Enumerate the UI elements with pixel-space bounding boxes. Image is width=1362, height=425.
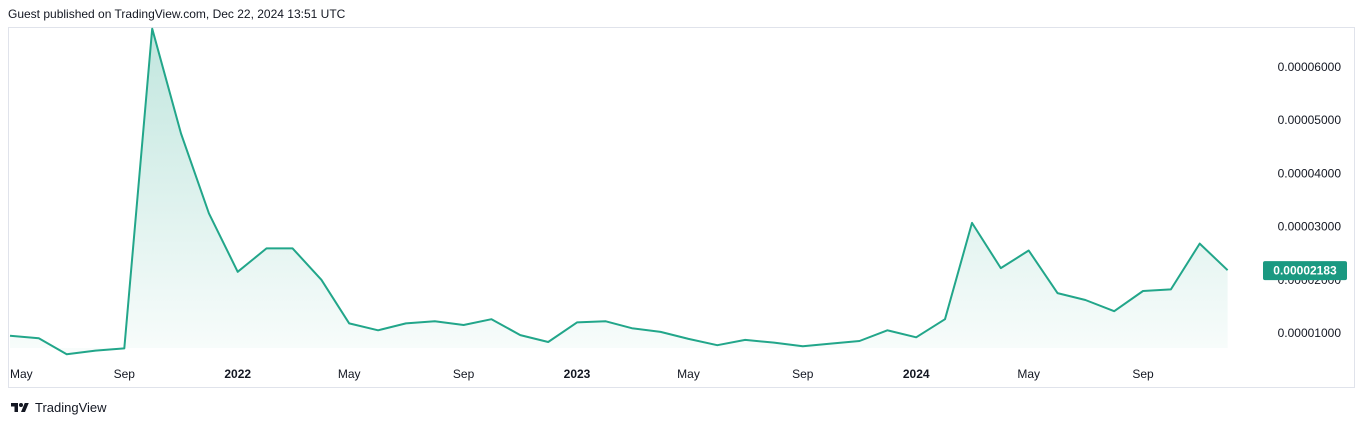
tradingview-logo-icon xyxy=(11,402,29,412)
data-point xyxy=(207,211,211,215)
x-tick-label: 2024 xyxy=(903,367,930,381)
publish-info: Guest published on TradingView.com, Dec … xyxy=(8,7,346,21)
x-tick-label: 2022 xyxy=(224,367,251,381)
data-point xyxy=(687,337,691,341)
chart-frame xyxy=(8,27,1355,388)
y-tick-label: 0.00005000 xyxy=(1278,113,1342,127)
data-point xyxy=(885,328,889,332)
x-tick-label: May xyxy=(338,367,361,381)
data-point xyxy=(970,221,974,225)
data-point xyxy=(1083,298,1087,302)
y-tick-label: 0.00004000 xyxy=(1278,166,1342,180)
data-point xyxy=(604,319,608,323)
data-point xyxy=(65,352,69,356)
data-point xyxy=(376,328,380,332)
data-point xyxy=(122,346,126,350)
data-point xyxy=(179,132,183,136)
data-point xyxy=(347,321,351,325)
last-price-label: 0.00002183 xyxy=(1263,261,1347,281)
data-point xyxy=(801,344,805,348)
data-point xyxy=(37,336,41,340)
y-axis[interactable]: 0.00006000 0.00005000 0.00004000 0.00003000… xyxy=(1278,60,1342,340)
data-point xyxy=(829,342,833,346)
area-fill-path xyxy=(10,28,1228,355)
data-point xyxy=(575,320,579,324)
data-point xyxy=(404,321,408,325)
x-tick-label: Sep xyxy=(114,367,136,381)
data-point xyxy=(743,338,747,342)
data-point xyxy=(1112,309,1116,313)
data-point xyxy=(8,334,12,338)
data-point xyxy=(1226,268,1230,272)
x-tick-label: Sep xyxy=(453,367,475,381)
data-point xyxy=(999,266,1003,270)
data-point xyxy=(94,349,98,353)
data-point xyxy=(772,341,776,345)
data-point xyxy=(462,323,466,327)
x-tick-label: May xyxy=(677,367,700,381)
x-tick-label: 2023 xyxy=(564,367,591,381)
tradingview-brand: TradingView xyxy=(35,400,107,415)
data-point xyxy=(630,326,634,330)
series-line xyxy=(8,27,1230,356)
y-tick-label: 0.00001000 xyxy=(1278,326,1342,340)
data-point xyxy=(715,343,719,347)
data-point xyxy=(236,270,240,274)
data-point xyxy=(1056,291,1060,295)
data-point xyxy=(659,330,663,334)
data-point xyxy=(943,317,947,321)
data-point xyxy=(914,335,918,339)
data-point xyxy=(319,278,323,282)
series-line-path xyxy=(9,27,1229,356)
data-point xyxy=(490,317,494,321)
data-point xyxy=(291,246,295,250)
x-tick-label: Sep xyxy=(792,367,814,381)
last-price-badge xyxy=(1263,261,1347,281)
data-point xyxy=(518,333,522,337)
x-tick-label: May xyxy=(1017,367,1040,381)
last-price-text: 0.00002183 xyxy=(1273,264,1337,278)
footer: TradingView xyxy=(10,400,107,415)
data-point xyxy=(1198,242,1202,246)
data-point xyxy=(1027,249,1031,253)
data-point xyxy=(150,27,154,31)
x-axis[interactable]: May Sep 2022 May Sep 2023 May Sep 2024 May Sep xyxy=(10,367,1154,381)
area-fill xyxy=(10,28,1228,355)
y-tick-label: 0.00006000 xyxy=(1278,60,1342,74)
data-point xyxy=(858,339,862,343)
data-point xyxy=(265,246,269,250)
data-point xyxy=(1141,289,1145,293)
data-point xyxy=(433,319,437,323)
data-point xyxy=(546,340,550,344)
y-tick-label: 0.00003000 xyxy=(1278,220,1342,234)
x-tick-label: May xyxy=(10,367,33,381)
x-tick-label: Sep xyxy=(1132,367,1154,381)
data-point xyxy=(1169,287,1173,291)
